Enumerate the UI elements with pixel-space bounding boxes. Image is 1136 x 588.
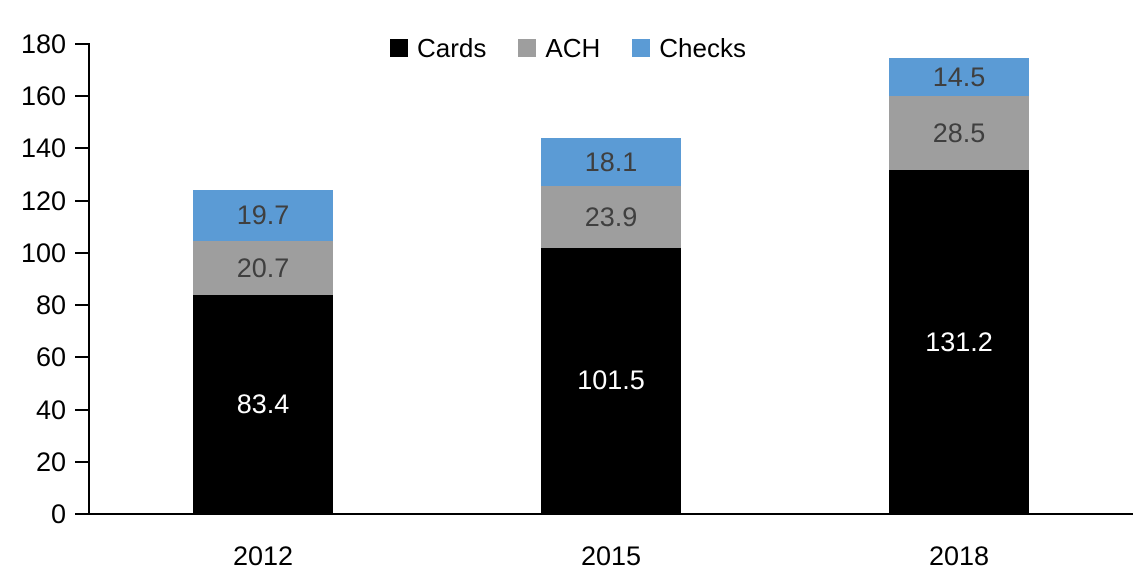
- legend-swatch-icon: [632, 39, 651, 57]
- y-axis-tick: [75, 513, 88, 515]
- y-axis-tick-label: 0: [50, 499, 66, 529]
- y-axis-tick-label: 20: [35, 446, 66, 477]
- legend-swatch-icon: [390, 39, 409, 57]
- legend-label: Checks: [659, 33, 746, 63]
- legend-label: Cards: [417, 33, 487, 63]
- y-axis-tick-label: 40: [35, 394, 66, 425]
- y-axis-tick-label: 120: [20, 185, 66, 216]
- bar-segment-label: 19.7: [236, 200, 290, 231]
- bar-segment-label: 23.9: [584, 201, 638, 232]
- y-axis-tick: [75, 199, 88, 202]
- chart-legend: Cards ACH Checks: [0, 34, 1136, 62]
- y-axis-tick: [75, 408, 88, 411]
- x-axis-category-label: 2015: [580, 541, 642, 571]
- legend-item-checks: Checks: [632, 34, 746, 62]
- legend-item-ach: ACH: [518, 34, 600, 62]
- bar-segment-checks-2018: 14.5: [889, 58, 1029, 96]
- legend-item-cards: Cards: [390, 34, 486, 62]
- bar-segment-label: 28.5: [932, 118, 986, 149]
- y-axis-tick-label: 160: [20, 81, 66, 112]
- y-axis-tick: [75, 460, 88, 463]
- y-axis-tick: [75, 356, 88, 359]
- bar-segment-label: 131.2: [925, 326, 993, 357]
- bar-segment-label: 83.4: [236, 389, 290, 420]
- y-axis-tick-label: 140: [20, 133, 66, 164]
- y-axis-line: [88, 43, 90, 515]
- bar-segment-label: 14.5: [932, 62, 986, 93]
- bar-segment-checks-2012: 19.7: [193, 189, 333, 242]
- y-axis-tick: [75, 95, 88, 98]
- bar-segment-ach-2015: 23.9: [541, 185, 681, 248]
- bar-segment-ach-2018: 28.5: [889, 96, 1029, 171]
- bar-segment-cards-2018: 131.2: [889, 170, 1029, 513]
- y-axis-tick-label: 80: [35, 290, 66, 321]
- y-axis-tick: [75, 304, 88, 307]
- bar-segment-label: 18.1: [584, 146, 638, 177]
- bar-segment-label: 101.5: [577, 365, 645, 396]
- y-axis-tick-label: 100: [20, 237, 66, 268]
- y-axis-tick: [75, 43, 88, 45]
- y-axis-tick-label: 180: [20, 29, 66, 59]
- y-axis-tick: [75, 147, 88, 150]
- x-axis-category-label: 2012: [232, 541, 294, 571]
- bar-segment-ach-2012: 20.7: [193, 241, 333, 296]
- y-axis-tick: [75, 251, 88, 254]
- bar-segment-cards-2015: 101.5: [541, 247, 681, 513]
- legend-label: ACH: [545, 33, 601, 63]
- legend-swatch-icon: [518, 39, 537, 57]
- x-axis-line: [75, 513, 1133, 515]
- y-axis-tick-label: 60: [35, 342, 66, 373]
- bar-segment-label: 20.7: [236, 253, 290, 284]
- x-axis-category-label: 2018: [928, 541, 990, 571]
- bar-segment-cards-2012: 83.4: [193, 295, 333, 513]
- bar-segment-checks-2015: 18.1: [541, 138, 681, 186]
